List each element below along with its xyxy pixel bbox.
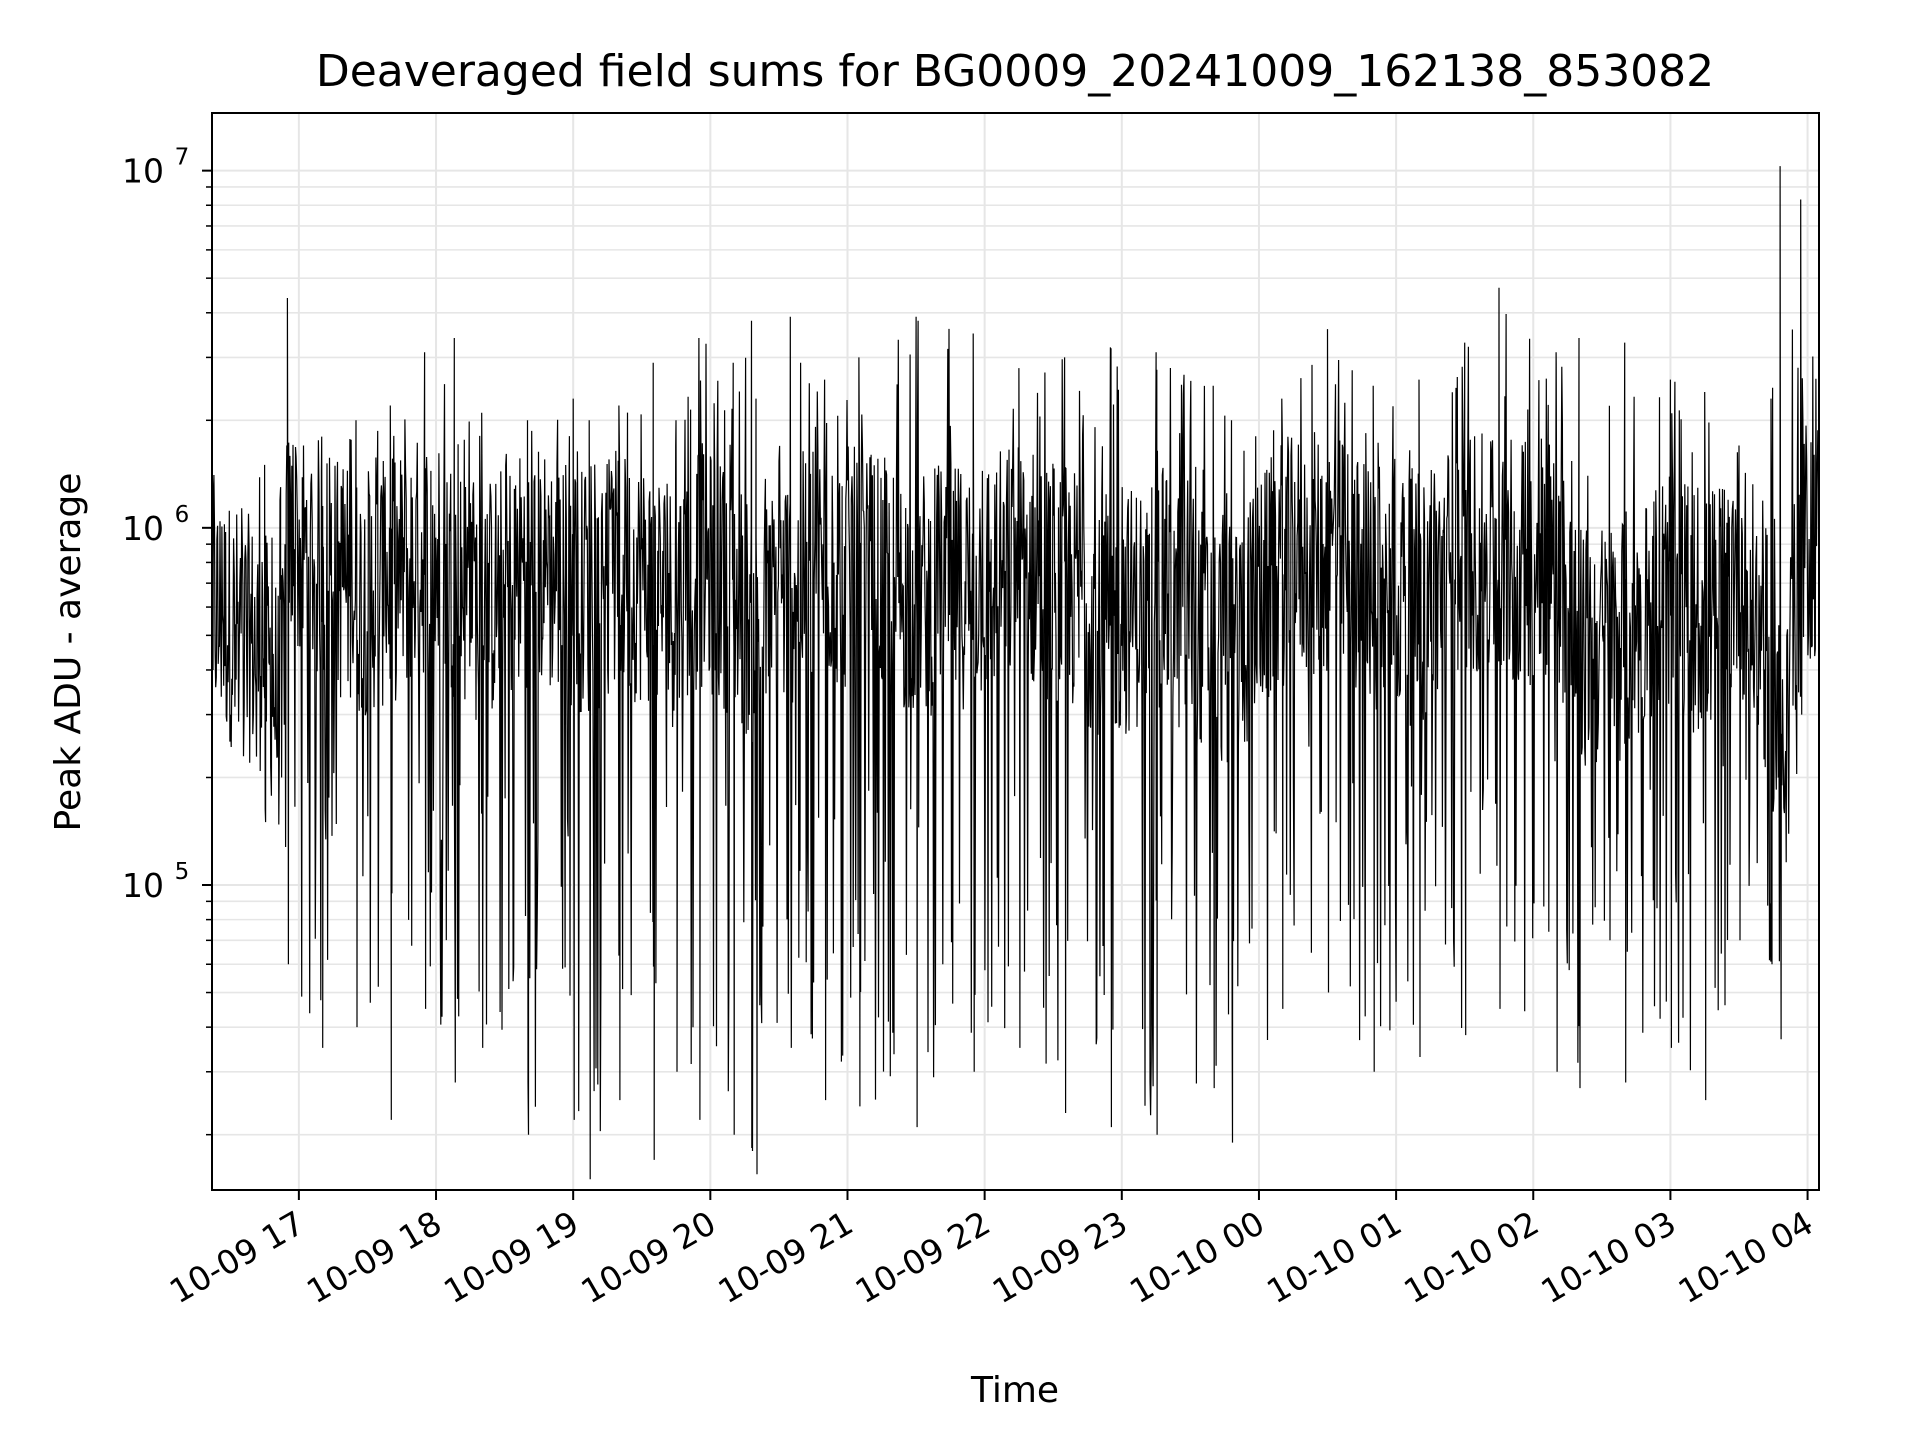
y-tick-label: 10 <box>122 509 164 548</box>
x-axis-label: Time <box>970 1370 1059 1411</box>
series-line <box>212 166 1819 1180</box>
y-axis-label: Peak ADU - average <box>48 473 89 832</box>
data-series <box>212 166 1819 1180</box>
plot-frame <box>211 112 1820 1191</box>
y-tick-label: 10 <box>122 152 164 191</box>
y-tick-label: 10 <box>122 866 164 905</box>
y-tick-exponent: 6 <box>175 502 190 528</box>
y-tick-exponent: 5 <box>175 859 190 885</box>
y-axis-ticks: 10 5 10 6 10 7 <box>122 145 212 1136</box>
y-tick-exponent: 7 <box>175 145 190 171</box>
chart-title: Deaveraged field sums for BG0009_2024100… <box>316 46 1714 97</box>
